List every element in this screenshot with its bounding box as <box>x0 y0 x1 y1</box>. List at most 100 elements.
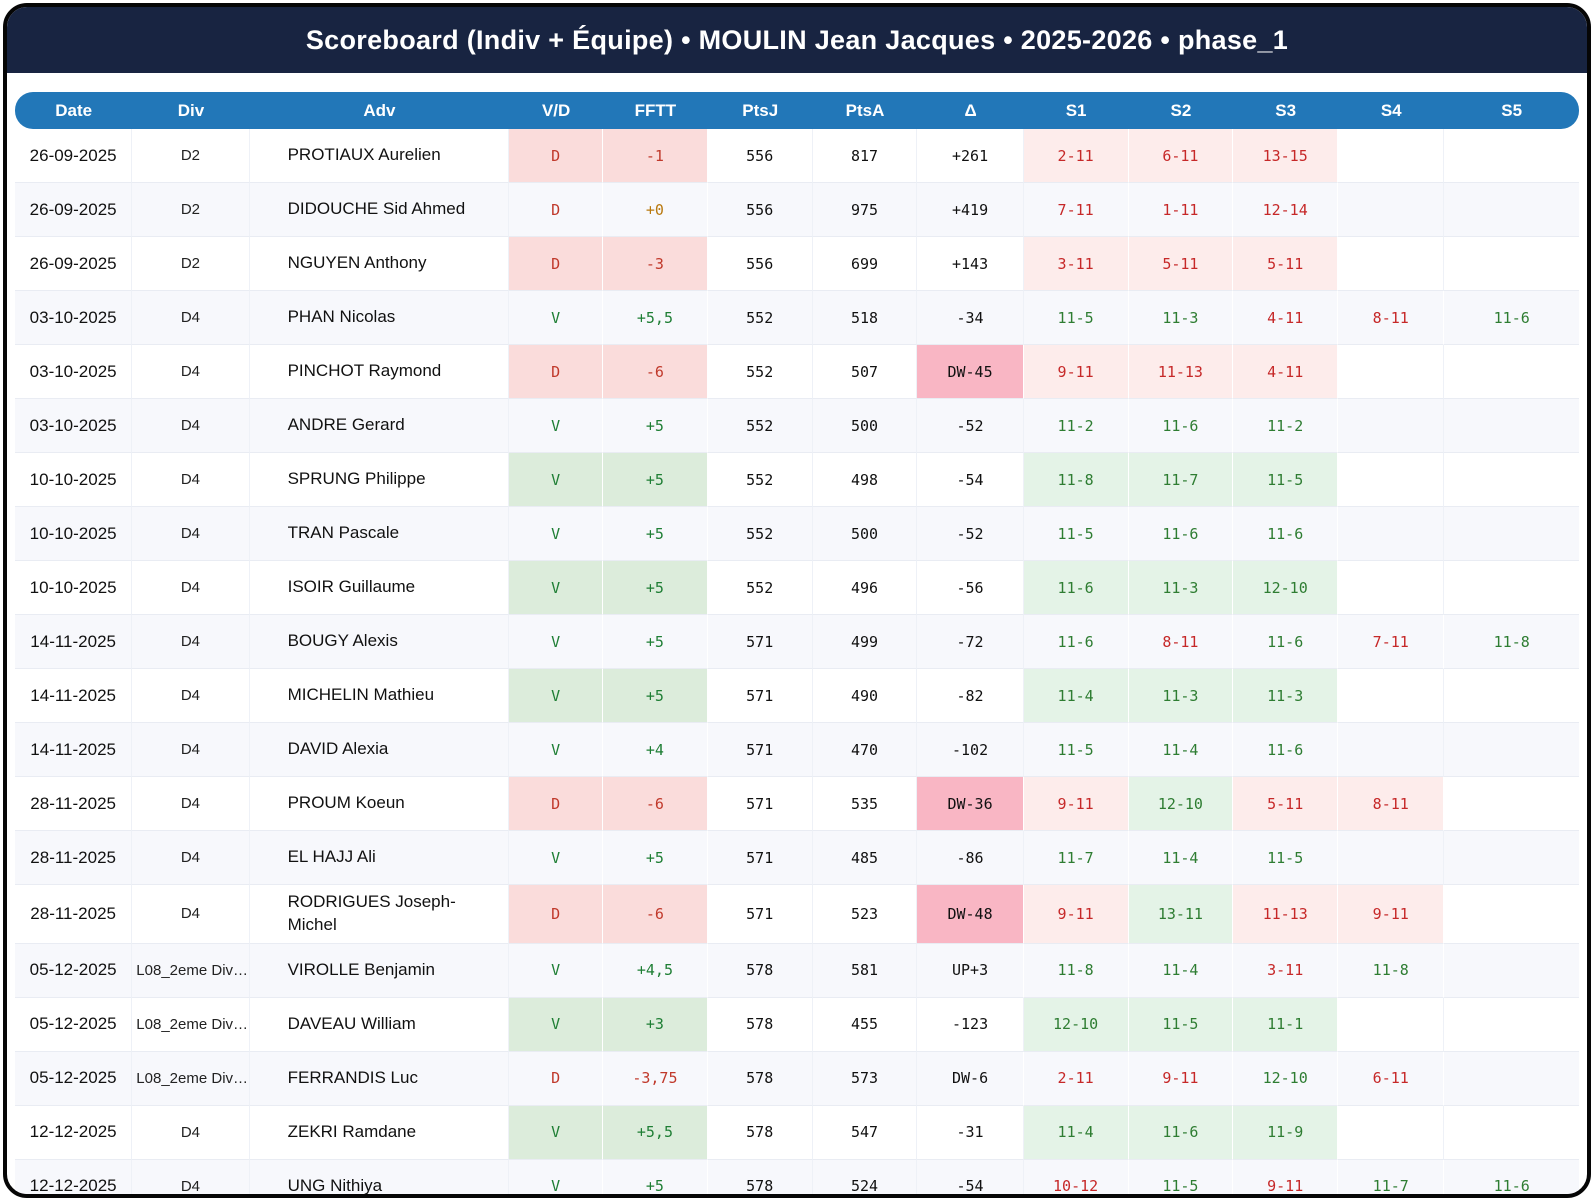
cell-set-s3: 9-11 <box>1233 1159 1339 1194</box>
cell-set-s5 <box>1444 453 1579 507</box>
cell-delta: -82 <box>917 669 1024 723</box>
cell-set-s3: 11-6 <box>1233 615 1339 669</box>
cell-ptsa: 975 <box>812 183 918 237</box>
cell-ptsa: 518 <box>812 291 918 345</box>
cell-div: L08_2eme Div… <box>132 1051 250 1106</box>
cell-ptsa: 817 <box>812 129 918 183</box>
column-header-adv: Adv <box>249 92 510 129</box>
cell-ptsa: 490 <box>812 669 918 723</box>
column-header-div: Div <box>132 92 250 129</box>
cell-set-s2: 11-3 <box>1128 291 1234 345</box>
cell-adv: PROTIAUX Aurelien <box>249 129 510 183</box>
cell-vd: V <box>509 453 604 507</box>
cell-date: 28-11-2025 <box>15 885 133 944</box>
cell-set-s3: 11-3 <box>1233 669 1339 723</box>
column-header-fftt: FFTT <box>603 92 708 129</box>
cell-ptsa: 507 <box>812 345 918 399</box>
cell-fftt: -1 <box>603 129 708 183</box>
cell-div: D4 <box>132 831 250 885</box>
table-row: 28-11-2025 D4 PROUM Koeun D -6 571 535 DW-36 9-1… <box>15 777 1579 831</box>
cell-vd: V <box>509 399 604 453</box>
cell-fftt: -6 <box>603 885 708 944</box>
cell-set-s1: 11-5 <box>1023 507 1129 561</box>
cell-set-s2: 6-11 <box>1128 129 1234 183</box>
cell-fftt: +5 <box>603 669 708 723</box>
column-header-vd: V/D <box>509 92 604 129</box>
cell-delta: +419 <box>917 183 1024 237</box>
cell-set-s1: 9-11 <box>1023 777 1129 831</box>
cell-ptsj: 578 <box>707 943 813 998</box>
cell-ptsj: 556 <box>707 129 813 183</box>
cell-vd: D <box>509 1051 604 1106</box>
cell-set-s4 <box>1338 129 1445 183</box>
cell-set-s1: 11-4 <box>1023 1105 1129 1160</box>
cell-set-s4 <box>1338 997 1445 1052</box>
cell-set-s1: 10-12 <box>1023 1159 1129 1194</box>
cell-ptsj: 578 <box>707 1159 813 1194</box>
cell-set-s5 <box>1444 1051 1579 1106</box>
cell-ptsj: 556 <box>707 183 813 237</box>
cell-set-s4 <box>1338 507 1445 561</box>
cell-fftt: +5 <box>603 453 708 507</box>
cell-adv: PROUM Koeun <box>249 777 510 831</box>
cell-set-s5 <box>1444 399 1579 453</box>
cell-set-s1: 2-11 <box>1023 1051 1129 1106</box>
cell-delta: DW-45 <box>917 345 1024 399</box>
cell-div: D4 <box>132 1105 250 1160</box>
cell-ptsj: 571 <box>707 777 813 831</box>
cell-delta: -56 <box>917 561 1024 615</box>
cell-ptsj: 571 <box>707 831 813 885</box>
cell-div: D2 <box>132 183 250 237</box>
cell-set-s1: 11-2 <box>1023 399 1129 453</box>
cell-fftt: +5 <box>603 399 708 453</box>
cell-adv: UNG Nithiya <box>249 1159 510 1194</box>
cell-adv: DAVEAU William <box>249 997 510 1052</box>
cell-set-s4 <box>1338 237 1445 291</box>
cell-vd: V <box>509 291 604 345</box>
cell-set-s2: 11-13 <box>1128 345 1234 399</box>
cell-set-s4: 6-11 <box>1338 1051 1445 1106</box>
cell-delta: DW-48 <box>917 885 1024 944</box>
cell-set-s4 <box>1338 453 1445 507</box>
cell-set-s3: 11-5 <box>1233 453 1339 507</box>
cell-set-s3: 4-11 <box>1233 345 1339 399</box>
cell-date: 12-12-2025 <box>15 1105 133 1160</box>
cell-div: D4 <box>132 291 250 345</box>
cell-fftt: +3 <box>603 997 708 1052</box>
cell-set-s3: 3-11 <box>1233 943 1339 998</box>
cell-set-s1: 11-6 <box>1023 615 1129 669</box>
cell-fftt: +5 <box>603 1159 708 1194</box>
cell-adv: VIROLLE Benjamin <box>249 943 510 998</box>
cell-set-s3: 12-14 <box>1233 183 1339 237</box>
app-header: Scoreboard (Indiv + Équipe) • MOULIN Jea… <box>7 7 1587 73</box>
cell-delta: UP+3 <box>917 943 1024 998</box>
cell-div: D2 <box>132 129 250 183</box>
cell-date: 05-12-2025 <box>15 943 133 998</box>
cell-vd: V <box>509 561 604 615</box>
cell-div: D4 <box>132 723 250 777</box>
cell-fftt: +5,5 <box>603 1105 708 1160</box>
cell-date: 28-11-2025 <box>15 831 133 885</box>
cell-ptsa: 524 <box>812 1159 918 1194</box>
cell-delta: -54 <box>917 453 1024 507</box>
cell-set-s4 <box>1338 399 1445 453</box>
cell-date: 10-10-2025 <box>15 507 133 561</box>
cell-fftt: -3 <box>603 237 708 291</box>
cell-ptsa: 500 <box>812 399 918 453</box>
cell-set-s3: 11-6 <box>1233 723 1339 777</box>
cell-set-s4: 7-11 <box>1338 615 1445 669</box>
cell-set-s5 <box>1444 885 1579 944</box>
cell-delta: -31 <box>917 1105 1024 1160</box>
table-row: 10-10-2025 D4 SPRUNG Philippe V +5 552 498 -54 1… <box>15 453 1579 507</box>
cell-set-s3: 13-15 <box>1233 129 1339 183</box>
cell-ptsj: 571 <box>707 723 813 777</box>
cell-delta: +143 <box>917 237 1024 291</box>
cell-fftt: +5 <box>603 831 708 885</box>
cell-vd: V <box>509 943 604 998</box>
cell-set-s1: 11-7 <box>1023 831 1129 885</box>
cell-adv: PINCHOT Raymond <box>249 345 510 399</box>
cell-date: 14-11-2025 <box>15 723 133 777</box>
cell-date: 03-10-2025 <box>15 291 133 345</box>
table-row: 12-12-2025 D4 ZEKRI Ramdane V +5,5 578 547 -31 1… <box>15 1105 1579 1160</box>
cell-date: 05-12-2025 <box>15 1051 133 1106</box>
